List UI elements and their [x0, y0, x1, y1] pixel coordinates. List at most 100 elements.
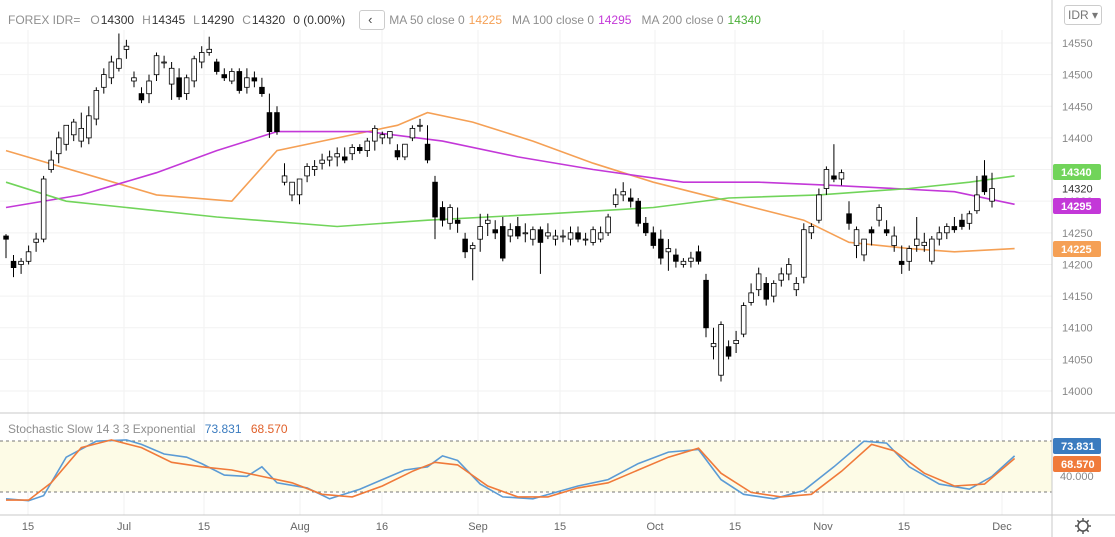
candle: [605, 213, 611, 236]
up-candle-body: [966, 213, 973, 224]
candle: [281, 163, 288, 186]
collapse-legend-button[interactable]: ‹: [359, 10, 386, 30]
down-candle-body: [695, 251, 702, 262]
up-candle-body: [560, 235, 566, 238]
up-candle-body: [229, 71, 235, 82]
settings-button[interactable]: [1075, 518, 1091, 534]
up-candle-body: [281, 175, 288, 183]
down-candle-body: [274, 112, 280, 132]
candle: [274, 106, 280, 135]
stochastic-k-badge-bg: [1053, 438, 1101, 454]
candle: [447, 204, 453, 230]
up-candle-body: [740, 305, 747, 335]
time-axis-label: Sep: [468, 521, 488, 533]
up-candle-body: [402, 143, 408, 158]
candle: [379, 131, 386, 145]
candle: [868, 226, 875, 246]
down-candle-body: [725, 346, 732, 357]
candle: [650, 226, 657, 249]
candle: [138, 87, 145, 104]
stochastic-d-badge-bg: [1053, 456, 1101, 472]
down-candle-body: [951, 226, 958, 231]
currency-button[interactable]: IDR ▾: [1064, 5, 1102, 25]
up-candle-body: [56, 137, 62, 155]
candle: [469, 242, 476, 281]
up-candle-body: [522, 232, 529, 235]
candle: [793, 277, 800, 297]
candle: [635, 198, 642, 227]
candle: [808, 223, 815, 240]
ma200-value: 14340: [727, 13, 761, 27]
down-candle-body: [643, 222, 649, 234]
up-candle-body: [929, 238, 935, 262]
candle: [56, 131, 62, 164]
ma200-price-badge-text: 14340: [1061, 167, 1092, 179]
down-candle-body: [703, 279, 709, 329]
up-candle-body: [78, 127, 85, 142]
down-candle-body: [394, 150, 401, 158]
candle: [786, 258, 792, 281]
ohlc-close-key: C: [242, 13, 251, 27]
candle: [966, 210, 973, 230]
up-candle-body: [469, 245, 476, 250]
up-candle-body: [748, 292, 754, 303]
candle: [740, 302, 747, 338]
up-candle-body: [665, 248, 672, 253]
candle: [198, 46, 205, 69]
candle: [356, 144, 363, 154]
candle: [108, 55, 115, 85]
ma200-label: MA 200 close 0: [641, 13, 724, 27]
down-candle-body: [251, 77, 258, 82]
ma-line-50: [5, 111, 1015, 253]
up-candle-body: [612, 194, 619, 205]
down-candle-body: [898, 260, 905, 265]
down-candle-body: [883, 229, 890, 234]
ohlc-open-key: O: [90, 13, 100, 27]
up-candle-body: [33, 238, 39, 243]
up-candle-body: [206, 48, 212, 53]
ma200-price-badge-bg: [1053, 164, 1101, 180]
time-axis-label: Jul: [117, 521, 131, 533]
candle: [552, 229, 559, 246]
candle: [582, 232, 589, 246]
price-tick-label: 14150: [1062, 291, 1093, 303]
candle: [289, 181, 295, 202]
candle: [673, 248, 679, 268]
stochastic-d-line: [6, 439, 1016, 501]
candle: [891, 226, 897, 252]
up-candle-body: [387, 131, 393, 139]
candle: [101, 68, 107, 94]
up-candle-body: [771, 282, 777, 297]
candle: [417, 118, 423, 132]
down-candle-body: [341, 156, 348, 161]
price-tick-label: 14000: [1062, 386, 1093, 398]
candle: [251, 71, 258, 88]
down-candle-body: [213, 61, 220, 72]
candle: [778, 267, 785, 287]
candle: [537, 226, 544, 274]
up-candle-body: [823, 169, 830, 189]
candle: [545, 223, 551, 240]
up-candle-body: [447, 207, 453, 224]
candle: [364, 137, 370, 157]
candle: [861, 238, 867, 262]
candle: [575, 226, 581, 243]
candle: [680, 258, 687, 268]
ohlc-low-key: L: [193, 13, 200, 27]
candle: [959, 213, 965, 230]
down-candle-body: [673, 254, 679, 262]
ohlc-high-key: H: [142, 13, 151, 27]
change-value: 0 (0.00%): [293, 13, 346, 27]
price-tick-label: 14050: [1062, 354, 1093, 366]
up-candle-body: [936, 232, 943, 240]
up-candle-body: [244, 77, 250, 88]
up-candle-body: [620, 191, 627, 196]
candle: [168, 62, 175, 100]
candle: [620, 182, 627, 202]
down-candle-body: [650, 232, 657, 246]
candle: [515, 217, 521, 240]
down-candle-body: [959, 219, 965, 227]
candle: [387, 131, 393, 145]
stochastic-d-badge-text: 68.570: [1061, 459, 1095, 471]
